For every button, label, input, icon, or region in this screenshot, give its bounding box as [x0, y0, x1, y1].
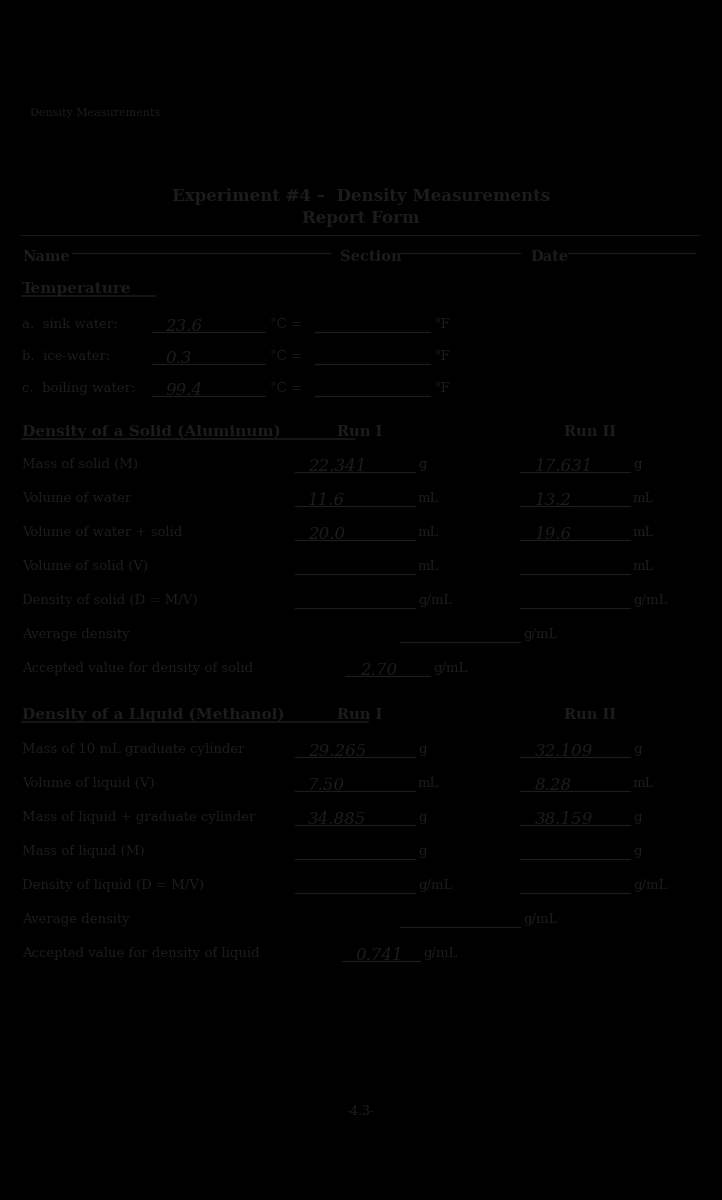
Text: g/mL: g/mL — [523, 913, 557, 926]
Text: °F: °F — [435, 382, 451, 395]
Text: Density Measurements: Density Measurements — [30, 108, 160, 118]
Text: mL: mL — [633, 526, 654, 539]
Text: Average density: Average density — [22, 628, 130, 641]
Text: 0.3: 0.3 — [165, 350, 191, 367]
Text: Density of a Solid (Aluminum): Density of a Solid (Aluminum) — [22, 425, 281, 439]
Text: Run II: Run II — [564, 425, 616, 439]
Text: Run II: Run II — [564, 708, 616, 722]
Text: mL: mL — [633, 492, 654, 505]
Text: b.  ice-water:: b. ice-water: — [22, 350, 110, 362]
Text: 11.6: 11.6 — [308, 492, 345, 509]
Text: 19.6: 19.6 — [535, 526, 572, 542]
Text: g/mL: g/mL — [418, 594, 453, 607]
Text: g/mL: g/mL — [433, 662, 467, 674]
Text: Name: Name — [22, 250, 70, 264]
Text: 13.2: 13.2 — [535, 492, 572, 509]
Text: 0.741: 0.741 — [355, 947, 403, 964]
Text: g: g — [418, 845, 427, 858]
Text: g/mL: g/mL — [418, 878, 453, 892]
Text: 29.265: 29.265 — [308, 743, 366, 760]
Text: Experiment #4 –  Density Measurements: Experiment #4 – Density Measurements — [172, 188, 550, 205]
Text: Density of a Liquid (Methanol): Density of a Liquid (Methanol) — [22, 708, 284, 722]
Text: Run I: Run I — [337, 425, 383, 439]
Text: g: g — [418, 743, 427, 756]
Text: Volume of water: Volume of water — [22, 492, 131, 505]
Text: 32.109: 32.109 — [535, 743, 593, 760]
Text: mL: mL — [418, 526, 440, 539]
Text: Density of solid (D = M/V): Density of solid (D = M/V) — [22, 594, 198, 607]
Text: Run I: Run I — [337, 708, 383, 722]
Text: Date: Date — [530, 250, 568, 264]
Text: 34.885: 34.885 — [308, 811, 366, 828]
Text: Volume of water + solid: Volume of water + solid — [22, 526, 182, 539]
Text: g: g — [633, 845, 642, 858]
Text: Volume of liquid (V): Volume of liquid (V) — [22, 778, 155, 790]
Text: -4.3-: -4.3- — [347, 1105, 375, 1118]
Text: 2.70: 2.70 — [360, 662, 397, 679]
Text: g/mL: g/mL — [423, 947, 457, 960]
Text: 7.50: 7.50 — [308, 778, 345, 794]
Text: Mass of 10 mL graduate cylinder: Mass of 10 mL graduate cylinder — [22, 743, 245, 756]
Text: mL: mL — [418, 560, 440, 572]
Text: 23.6: 23.6 — [165, 318, 202, 335]
Text: Temperature: Temperature — [22, 282, 131, 296]
Text: Mass of liquid + graduate cylinder: Mass of liquid + graduate cylinder — [22, 811, 256, 824]
Text: Density of liquid (D = M/V): Density of liquid (D = M/V) — [22, 878, 204, 892]
Text: g/mL: g/mL — [633, 878, 667, 892]
Text: °F: °F — [435, 318, 451, 331]
Text: Average density: Average density — [22, 913, 130, 926]
Text: mL: mL — [633, 778, 654, 790]
Text: Section: Section — [340, 250, 401, 264]
Text: °C =: °C = — [270, 382, 302, 395]
Text: mL: mL — [418, 492, 440, 505]
Text: 20.0: 20.0 — [308, 526, 345, 542]
Text: Accepted value for density of solid: Accepted value for density of solid — [22, 662, 253, 674]
Text: g: g — [418, 458, 427, 470]
Text: mL: mL — [633, 560, 654, 572]
Text: Volume of solid (V): Volume of solid (V) — [22, 560, 148, 572]
Text: a.  sink water:: a. sink water: — [22, 318, 118, 331]
Text: Report Form: Report Form — [303, 210, 419, 227]
Text: g: g — [418, 811, 427, 824]
Text: °F: °F — [435, 350, 451, 362]
Text: Accepted value for density of liquid: Accepted value for density of liquid — [22, 947, 259, 960]
Text: 99.4: 99.4 — [165, 382, 202, 398]
Text: °C =: °C = — [270, 318, 302, 331]
Text: g/mL: g/mL — [633, 594, 667, 607]
Text: g: g — [633, 743, 642, 756]
Text: °C =: °C = — [270, 350, 302, 362]
Text: Mass of liquid (M): Mass of liquid (M) — [22, 845, 144, 858]
Text: g: g — [633, 811, 642, 824]
Text: g/mL: g/mL — [523, 628, 557, 641]
Text: 17.631: 17.631 — [535, 458, 593, 475]
Text: 38.159: 38.159 — [535, 811, 593, 828]
Text: c.  boiling water:: c. boiling water: — [22, 382, 136, 395]
Text: g: g — [633, 458, 642, 470]
Text: 22.341: 22.341 — [308, 458, 366, 475]
Text: mL: mL — [418, 778, 440, 790]
Text: Mass of solid (M): Mass of solid (M) — [22, 458, 138, 470]
Text: 8.28: 8.28 — [535, 778, 572, 794]
